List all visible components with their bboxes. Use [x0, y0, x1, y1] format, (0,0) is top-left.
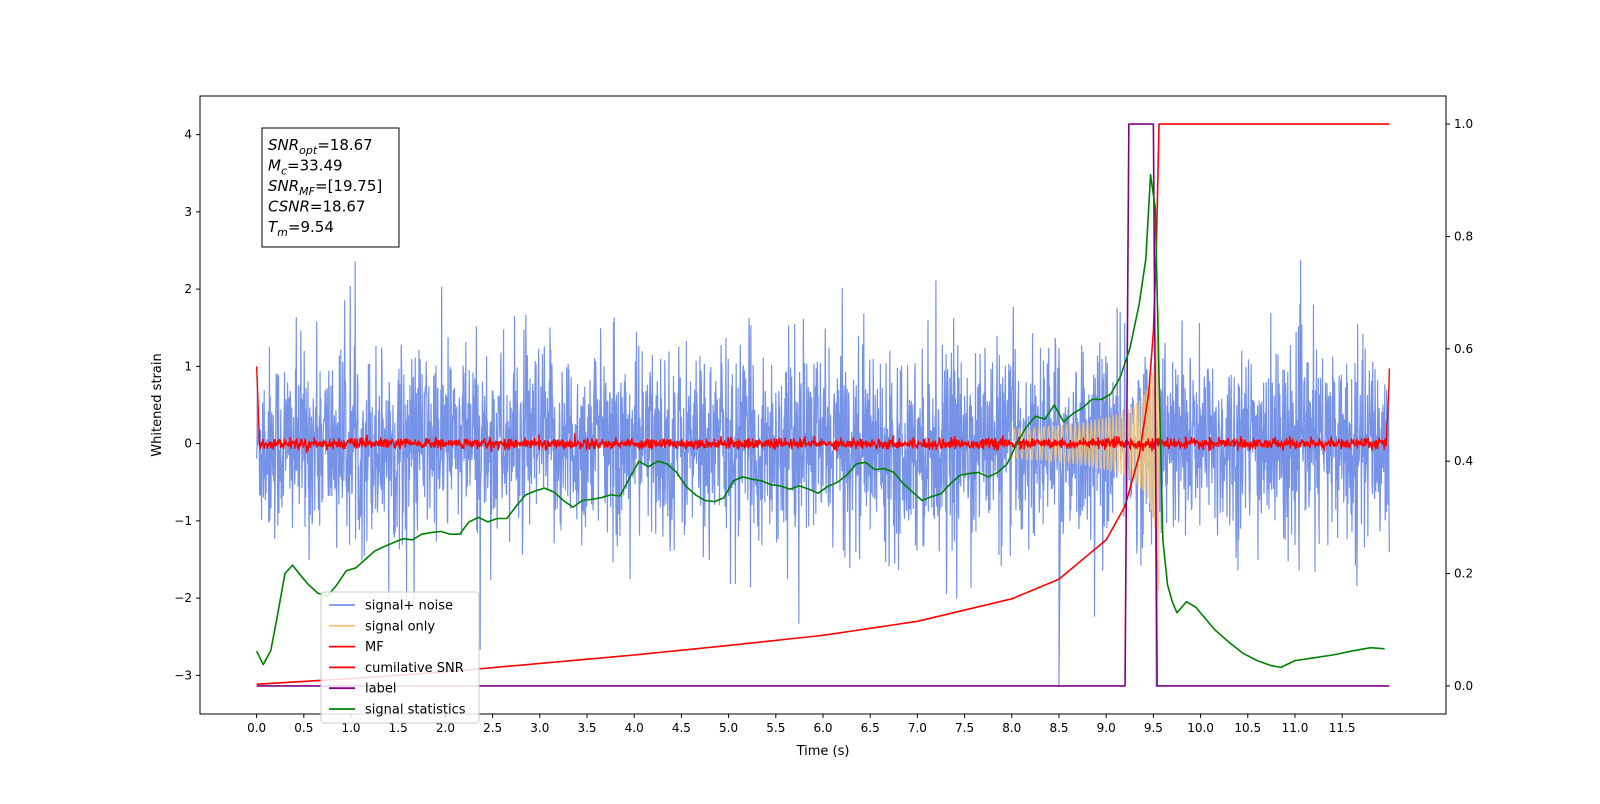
x-tick-label: 9.0 — [1097, 721, 1116, 735]
x-axis: 0.0 0.5 1.0 1.5 2.0 2.5 3.0 3.5 4.0 4.5 5.0 5.5 6.0 6… — [247, 714, 1356, 735]
stats-annotation-box: SNRopt=18.67Mc=33.49SNRMF=[19.75]CSNR=18… — [261, 127, 400, 248]
y-tick-label: −2 — [174, 591, 192, 605]
x-tick-label: 3.5 — [577, 721, 596, 735]
y-right-tick-label: 0.0 — [1454, 679, 1473, 693]
x-tick-label: 0.0 — [247, 721, 266, 735]
annotation-frame — [261, 127, 400, 248]
annotation-line: SNRopt=18.67 — [268, 136, 373, 157]
x-tick-label: 8.0 — [1002, 721, 1021, 735]
legend-entry: signal only — [365, 619, 435, 634]
legend: signal+ noise signal only MF cumilative SNR… — [320, 591, 480, 724]
y-axis-right: 0.0 0.2 0.4 0.6 0.8 1.0 — [1446, 117, 1473, 693]
y-tick-label: 2 — [184, 282, 192, 296]
legend-entry: signal statistics — [365, 703, 466, 718]
x-tick-label: 1.5 — [389, 721, 408, 735]
series-signal-plus-noise — [256, 260, 1390, 650]
x-tick-label: 11.5 — [1329, 721, 1356, 735]
y-tick-label: 1 — [184, 359, 192, 373]
x-tick-label: 8.5 — [1049, 721, 1068, 735]
series-label — [256, 123, 1390, 687]
y-axis-label: Whitened strain — [150, 353, 165, 456]
y-tick-label: −3 — [174, 668, 192, 682]
x-tick-label: 3.0 — [530, 721, 549, 735]
legend-frame — [320, 591, 480, 724]
series-signal-statistics — [255, 173, 1385, 669]
x-tick-label: 2.0 — [436, 721, 455, 735]
y-tick-label: 4 — [184, 128, 192, 142]
y-tick-label: −1 — [174, 514, 192, 528]
x-tick-label: 6.0 — [813, 721, 832, 735]
y-right-tick-label: 0.4 — [1454, 454, 1473, 468]
legend-entry: label — [365, 682, 396, 697]
y-right-tick-label: 1.0 — [1454, 117, 1473, 131]
annotation-line: CSNR=18.67 — [268, 198, 365, 216]
x-tick-label: 0.5 — [294, 721, 313, 735]
x-tick-label: 11.0 — [1282, 721, 1309, 735]
x-tick-label: 4.5 — [672, 721, 691, 735]
x-tick-label: 2.5 — [483, 721, 502, 735]
x-tick-label: 6.5 — [861, 721, 880, 735]
x-tick-label: 1.0 — [341, 721, 360, 735]
legend-entry: MF — [365, 640, 384, 655]
annotation-line: SNRMF=[19.75] — [268, 177, 382, 198]
y-right-tick-label: 0.6 — [1454, 342, 1473, 356]
plot-area — [255, 123, 1391, 687]
legend-entry: cumilative SNR — [365, 661, 464, 676]
x-axis-label: Time (s) — [796, 744, 850, 759]
annotation-line: Tm=9.54 — [268, 218, 334, 239]
x-tick-label: 9.5 — [1144, 721, 1163, 735]
y-right-tick-label: 0.8 — [1454, 229, 1473, 243]
x-tick-label: 5.0 — [719, 721, 738, 735]
legend-entry: signal+ noise — [365, 599, 453, 614]
x-tick-label: 10.0 — [1187, 721, 1214, 735]
series-signal-only — [1011, 308, 1160, 591]
series-mf — [255, 366, 1391, 453]
x-tick-label: 7.5 — [955, 721, 974, 735]
series-cumilative-snr — [256, 123, 1390, 686]
x-tick-label: 5.5 — [766, 721, 785, 735]
annotation-line: Mc=33.49 — [268, 157, 343, 178]
series-signal-plus-noise-spike — [1058, 443, 1062, 687]
x-tick-label: 10.5 — [1234, 721, 1261, 735]
y-axis-left: −3 −2 −1 0 1 2 3 4 — [174, 128, 200, 682]
x-tick-label: 7.0 — [908, 721, 927, 735]
y-right-tick-label: 0.2 — [1454, 567, 1473, 581]
y-tick-label: 3 — [184, 205, 192, 219]
x-tick-label: 4.0 — [625, 721, 644, 735]
y-tick-label: 0 — [184, 437, 192, 451]
